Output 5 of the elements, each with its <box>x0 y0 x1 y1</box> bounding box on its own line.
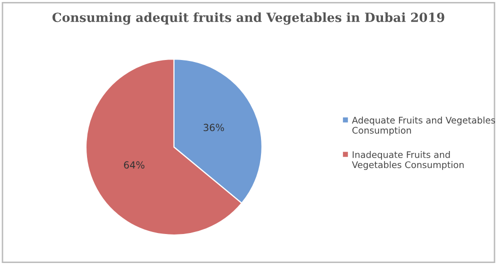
data-label: 64% <box>124 161 144 169</box>
legend-label: Inadequate Fruits and Vegetables Consumption <box>352 151 464 170</box>
chart-title: Consuming adequit fruits and Vegetables in Dubai 2019 <box>52 12 444 25</box>
data-label: 36% <box>204 124 224 132</box>
legend-label: Adequate Fruits and Vegetables Consumption <box>352 116 496 136</box>
